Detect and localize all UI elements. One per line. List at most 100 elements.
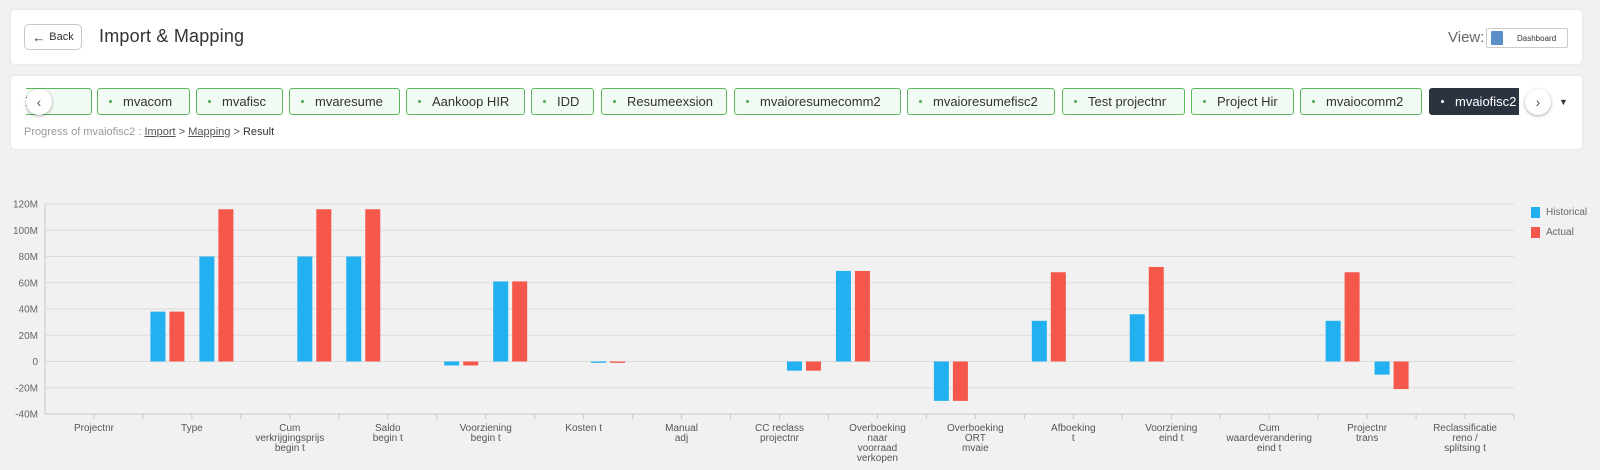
x-category-label: begin t <box>471 433 501 444</box>
tab-status-dot-icon <box>301 100 304 103</box>
x-category-label: waardeverandering <box>1225 433 1312 444</box>
chart-legend: Historical Actual <box>1531 202 1587 242</box>
tab-status-dot-icon <box>1074 100 1077 103</box>
x-category-label: splitsing t <box>1444 443 1486 454</box>
bar-actual <box>169 311 185 362</box>
back-button[interactable]: ← Back <box>24 24 82 50</box>
x-category-label: voorraad <box>858 443 897 454</box>
bar-actual <box>463 361 479 366</box>
tab-status-dot-icon <box>613 100 616 103</box>
chart-area: 120M 100M 80M 60M 40M 20M 0 -20M -40M Projectnr Ty… <box>0 180 1600 470</box>
page-title: Import & Mapping <box>99 26 245 46</box>
scroll-right-button[interactable]: › <box>1525 89 1551 115</box>
x-category-label: eind t <box>1159 433 1184 444</box>
view-label: View: <box>1448 29 1485 46</box>
x-category-label: Voorziening <box>1145 423 1197 434</box>
bar-historical <box>933 361 949 401</box>
bar-historical <box>786 361 802 371</box>
x-category-label: ORT <box>965 433 986 444</box>
x-category-label: Overboeking <box>947 423 1004 434</box>
tab-item[interactable]: mvafisc <box>196 88 283 115</box>
legend-item-actual[interactable]: Actual <box>1531 222 1587 242</box>
tab-label: Test projectnr <box>1088 94 1167 109</box>
tab-item[interactable]: Project Hir <box>1191 88 1294 115</box>
bar-actual <box>610 361 626 363</box>
x-category-label: projectnr <box>760 433 800 444</box>
x-category-label: Projectnr <box>1347 423 1388 434</box>
back-button-label: Back <box>49 31 74 43</box>
tab-item[interactable]: mvaioresumecomm2 <box>734 88 901 115</box>
tab-label: mvafisc <box>222 94 267 109</box>
dashboard-icon <box>1491 31 1503 45</box>
tab-label: mvaioresumefisc2 <box>933 94 1038 109</box>
tab-status-dot-icon <box>418 100 421 103</box>
tab-label: IDD <box>557 94 580 109</box>
tab-status-dot-icon <box>746 100 749 103</box>
tabs-strip: GEmvacommvafiscmvaresumeAankoop HIRIDDRe… <box>26 88 1519 116</box>
bar-historical <box>1129 314 1145 362</box>
x-category-label: CC reclass <box>755 423 804 434</box>
tab-item[interactable]: Aankoop HIR <box>406 88 525 115</box>
bar-historical <box>346 256 362 362</box>
bar-historical <box>493 281 509 362</box>
tab-status-dot-icon <box>1203 100 1206 103</box>
legend-item-historical[interactable]: Historical <box>1531 202 1587 222</box>
bar-actual <box>512 281 528 362</box>
tab-item[interactable]: mvaiocomm2 <box>1300 88 1422 115</box>
bar-actual <box>1344 272 1360 362</box>
x-category-label: Cum <box>1259 423 1280 434</box>
x-category-label: Afboeking <box>1051 423 1095 434</box>
x-category-label: naar <box>867 433 888 444</box>
x-category-label: Cum <box>279 423 300 434</box>
tab-label: mvaioresumecomm2 <box>760 94 881 109</box>
breadcrumb-mapping-link[interactable]: Mapping <box>188 126 231 138</box>
bar-historical <box>297 256 313 362</box>
tab-status-dot-icon <box>1312 100 1315 103</box>
tab-item[interactable]: Test projectnr <box>1062 88 1185 115</box>
legend-label-actual: Actual <box>1546 226 1574 238</box>
progress-breadcrumb: Progress of mvaiofisc2 : Import > Mappin… <box>24 126 274 138</box>
y-tick-label: 80M <box>19 252 38 263</box>
y-tick-label: -40M <box>15 410 38 421</box>
chevron-left-icon: ‹ <box>36 94 42 110</box>
bar-actual <box>1393 361 1409 390</box>
tab-label: Resumeexsion <box>627 94 713 109</box>
bar-actual <box>218 209 234 362</box>
tab-item[interactable]: Resumeexsion <box>601 88 727 115</box>
progress-prefix: Progress of mvaiofisc2 : <box>24 126 142 138</box>
tab-item[interactable]: mvaiofisc2 <box>1429 88 1519 115</box>
tab-item[interactable]: mvacom <box>97 88 190 115</box>
tab-item[interactable]: mvaresume <box>289 88 400 115</box>
x-category-label: mvaie <box>962 443 989 454</box>
bar-historical <box>591 361 607 363</box>
breadcrumb-import-link[interactable]: Import <box>144 126 176 138</box>
x-category-label: begin t <box>373 433 403 444</box>
arrow-left-icon: ← <box>32 29 46 45</box>
bar-historical <box>835 270 851 362</box>
y-tick-label: 120M <box>13 200 38 211</box>
bar-historical <box>150 311 166 362</box>
tabs-card: GEmvacommvafiscmvaresumeAankoop HIRIDDRe… <box>11 76 1582 149</box>
y-tick-label: 0 <box>32 357 38 368</box>
bar-historical <box>1325 320 1341 362</box>
tab-item[interactable]: mvaioresumefisc2 <box>907 88 1055 115</box>
tabs-dropdown-icon[interactable]: ▼ <box>1559 97 1568 107</box>
x-category-label: t <box>1072 433 1075 444</box>
y-tick-label: -20M <box>15 383 38 394</box>
x-category-label: trans <box>1356 433 1378 444</box>
scroll-left-button[interactable]: ‹ <box>26 89 52 115</box>
bar-actual <box>1148 267 1164 362</box>
tab-label: mvaiofisc2 <box>1455 94 1517 109</box>
x-category-label: Kosten t <box>565 423 602 434</box>
x-category-label: Projectnr <box>74 423 115 434</box>
view-select-value: Dashboard <box>1517 33 1557 43</box>
bar-historical <box>1031 320 1047 362</box>
bar-actual <box>805 361 821 371</box>
y-tick-label: 20M <box>19 331 38 342</box>
x-category-label: Reclassificatie <box>1433 423 1497 434</box>
tab-item[interactable]: IDD <box>531 88 594 115</box>
view-select[interactable]: Dashboard <box>1486 28 1568 48</box>
x-category-label: Manual <box>665 423 698 434</box>
bar-chart: 120M 100M 80M 60M 40M 20M 0 -20M -40M Projectnr Ty… <box>13 200 1515 464</box>
legend-swatch-actual <box>1531 226 1540 238</box>
